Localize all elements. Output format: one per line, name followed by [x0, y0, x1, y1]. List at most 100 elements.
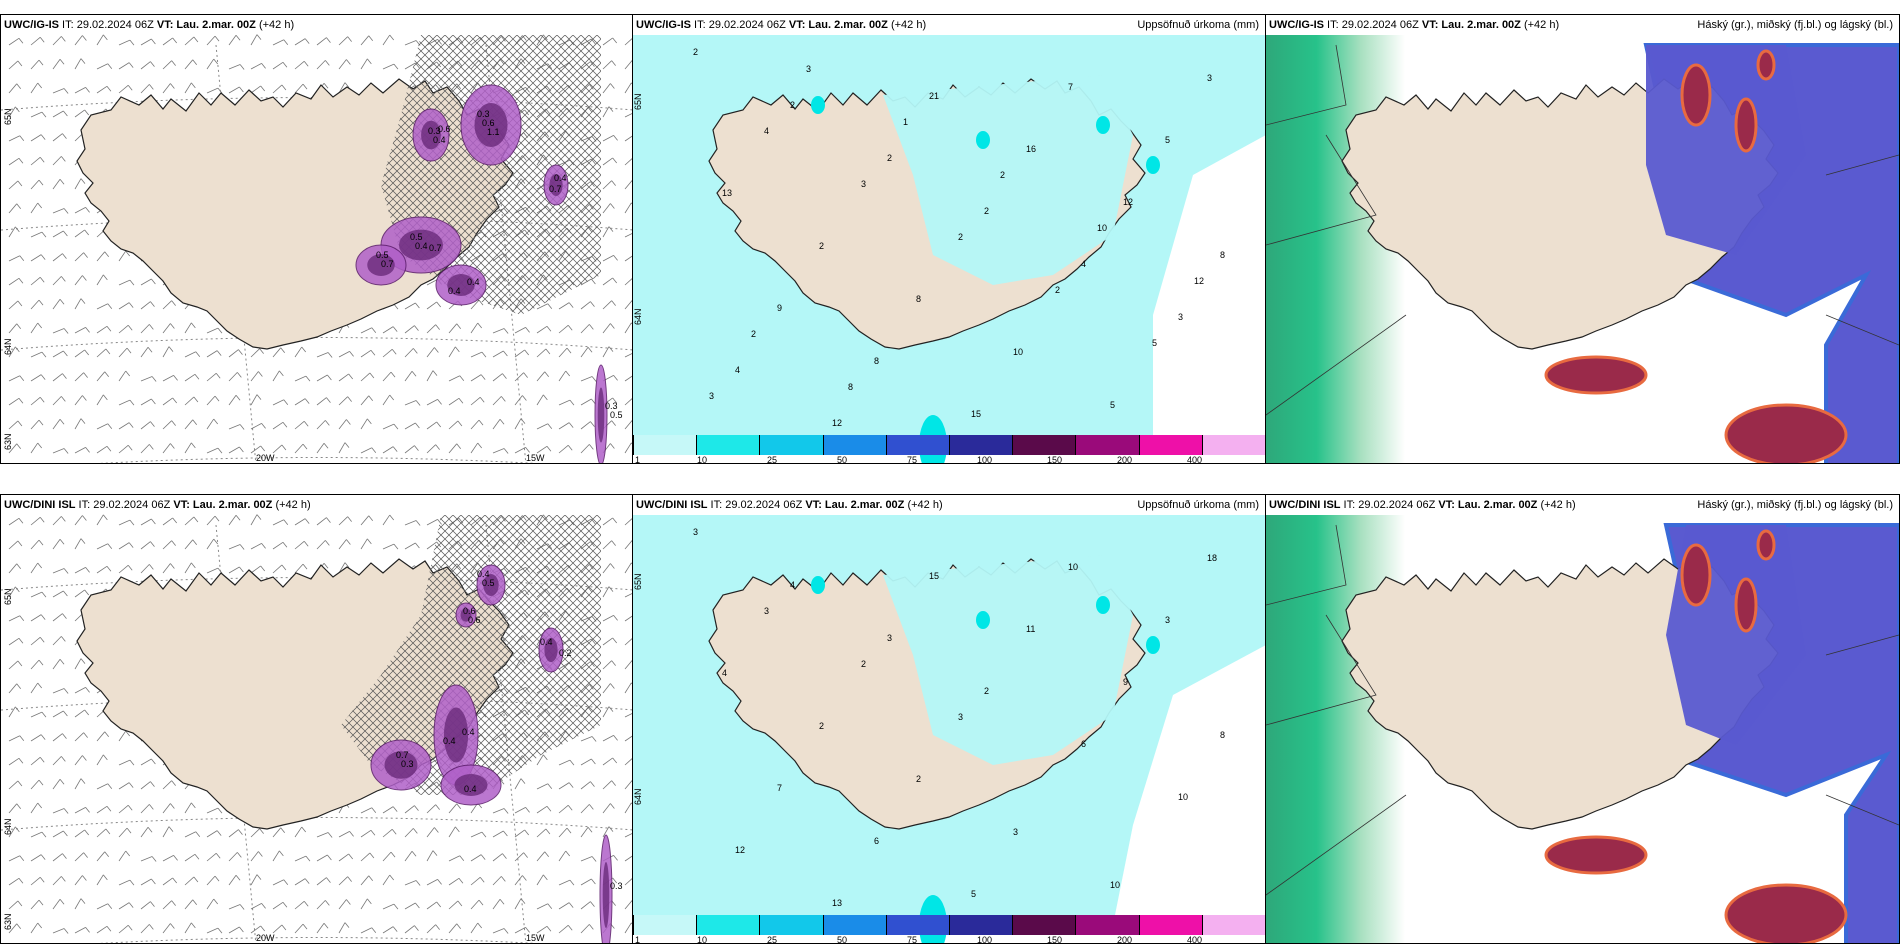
colorbar-label: 400 — [1187, 935, 1203, 944]
latitude-label: 65N — [633, 573, 643, 590]
init-time: IT: 29.02.2024 06Z — [1340, 499, 1439, 511]
colorbar-label: 1 — [635, 935, 641, 944]
region-boundary — [1266, 314, 1407, 416]
colorbar-label: 50 — [837, 935, 848, 944]
valid-time: VT: Lau. 2.mar. 00Z — [1421, 19, 1521, 31]
value-label: 1 — [903, 117, 908, 127]
latitude-label: 65N — [3, 588, 13, 605]
value-label: 10 — [1013, 347, 1023, 357]
region-boundary — [1266, 134, 1377, 246]
latitude-label: 64N — [3, 818, 13, 835]
valid-time: VT: Lau. 2.mar. 00Z — [805, 499, 905, 511]
value-label: 0.4 — [443, 736, 456, 746]
value-label: 2 — [819, 721, 824, 731]
lead-time: (+42 h) — [887, 19, 927, 31]
value-label: 2 — [751, 329, 756, 339]
value-label: 2 — [693, 47, 698, 57]
model-name: UWC/IG-IS — [636, 19, 691, 31]
value-label: 0.4 — [477, 569, 490, 579]
model-name: UWC/IG-IS — [1269, 19, 1324, 31]
value-label: 0.3 — [428, 126, 441, 136]
panel-header: UWC/IG-IS IT: 29.02.2024 06Z VT: Lau. 2.… — [636, 19, 926, 31]
value-label: 0.4 — [467, 277, 480, 287]
colorbar-label: 75 — [907, 455, 918, 464]
colorbar-segment — [949, 435, 1013, 455]
value-label: 5 — [1110, 400, 1115, 410]
colorbar-segment — [1012, 915, 1076, 935]
lead-time: (+42 h) — [272, 499, 311, 511]
colorbar-segment — [1138, 435, 1202, 455]
colorbar — [633, 915, 1265, 935]
panel-clouds-bottom: UWC/DINI ISL IT: 29.02.2024 06Z VT: Lau.… — [1265, 494, 1900, 944]
precip-patch — [811, 576, 825, 594]
colorbar-label: 1 — [635, 455, 641, 464]
low-cloud-patch — [1724, 883, 1848, 943]
latitude-label: 63N — [3, 913, 13, 930]
colorbar-segment — [822, 435, 886, 455]
region-boundary — [1825, 154, 1899, 176]
model-name: UWC/DINI ISL — [636, 499, 708, 511]
value-label: 0.3 — [401, 759, 414, 769]
low-cloud-patch — [1734, 97, 1758, 153]
value-label: 15 — [971, 409, 981, 419]
colorbar-segment — [696, 915, 760, 935]
region-boundary — [1825, 314, 1899, 346]
colorbar-segment — [1075, 915, 1139, 935]
value-label: 0.6 — [482, 118, 495, 128]
value-label: 0.4 — [433, 135, 446, 145]
colorbar-segment — [633, 915, 697, 935]
value-label: 3 — [958, 712, 963, 722]
panel-header: UWC/DINI ISL IT: 29.02.2024 06Z VT: Lau.… — [636, 499, 943, 511]
value-label: 0.6 — [463, 606, 476, 616]
value-label: 5 — [1152, 338, 1157, 348]
model-name: UWC/DINI ISL — [4, 499, 76, 511]
precip-patch — [1146, 156, 1160, 174]
value-label: 16 — [1026, 144, 1036, 154]
precip-patch — [811, 96, 825, 114]
value-label: 3 — [764, 606, 769, 616]
value-label: 8 — [916, 294, 921, 304]
value-label: 3 — [1013, 827, 1018, 837]
value-label: 2 — [819, 241, 824, 251]
colorbar-label: 150 — [1047, 455, 1063, 464]
value-label: 5 — [1165, 135, 1170, 145]
value-label: 0.7 — [381, 259, 394, 269]
init-time: IT: 29.02.2024 06Z — [59, 19, 157, 31]
lead-time: (+42 h) — [1537, 499, 1576, 511]
precip-values: 0.30.30.70.50.40.70.30.60.40.50.70.40.40… — [376, 109, 623, 420]
lead-time: (+42 h) — [904, 499, 943, 511]
latitude-label: 65N — [633, 93, 643, 110]
value-label: 4 — [1081, 259, 1086, 269]
value-label: 9 — [1123, 677, 1128, 687]
latitude-line — [1, 817, 632, 831]
panel-header: UWC/IG-IS IT: 29.02.2024 06Z VT: Lau. 2.… — [1269, 19, 1559, 31]
value-label: 0.6 — [468, 615, 481, 625]
value-label: 0.4 — [448, 286, 461, 296]
value-label: 18 — [1207, 553, 1217, 563]
colorbar-segment — [885, 915, 950, 935]
region-boundary — [1266, 794, 1407, 896]
value-label: 0.7 — [429, 243, 442, 253]
value-label: 12 — [1194, 276, 1204, 286]
value-label: 11 — [1026, 624, 1035, 634]
value-label: 5 — [971, 889, 976, 899]
colorbar-segment — [759, 435, 823, 455]
panel-field-title: Háský (gr.), miðský (fj.bl.) og lágský (… — [1697, 19, 1893, 31]
precip-over-land — [883, 75, 1133, 285]
value-label: 21 — [929, 91, 939, 101]
colorbar-label: 10 — [697, 935, 708, 944]
value-label: 1.1 — [487, 127, 500, 137]
precip-values: 0.4 0.6 0.2 0.7 0.4 0.4 0.3 0.5 0.6 0.4 0.3 0.4 — [396, 569, 623, 891]
value-label: 12 — [1123, 197, 1133, 207]
latitude-label: 64N — [633, 788, 643, 805]
value-label: 0.4 — [415, 241, 428, 251]
longitude-label: 15W — [526, 933, 545, 943]
value-label: 4 — [722, 668, 727, 678]
valid-time: VT: Lau. 2.mar. 00Z — [1438, 499, 1538, 511]
valid-time: VT: Lau. 2.mar. 00Z — [788, 19, 888, 31]
longitude-label: 15W — [526, 453, 545, 463]
colorbar-segment — [633, 435, 697, 455]
value-label: 3 — [1207, 73, 1212, 83]
low-cloud-patch — [1544, 835, 1648, 875]
latitude-line — [98, 457, 537, 463]
